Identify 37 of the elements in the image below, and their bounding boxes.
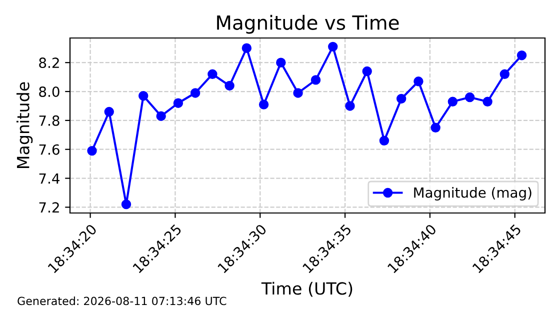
point <box>516 50 527 60</box>
point <box>87 146 97 156</box>
y-tick-label: 7.2 <box>39 202 59 212</box>
y-tick-label: 8.0 <box>39 86 60 97</box>
point <box>414 76 424 86</box>
point <box>121 199 132 210</box>
point <box>310 75 321 85</box>
y-tick-label: 7.6 <box>39 144 60 155</box>
point <box>224 80 234 91</box>
point <box>138 90 148 101</box>
point <box>208 69 218 80</box>
y-tick-label: 7.8 <box>39 115 60 126</box>
point <box>242 43 252 53</box>
point <box>258 100 269 110</box>
point <box>104 106 114 117</box>
text: Generated: 2026-08-11 07:13:46 UTC <box>18 296 226 306</box>
point <box>345 101 355 111</box>
point <box>276 58 286 68</box>
point <box>173 98 184 108</box>
y-tick-label: 8.2 <box>39 58 59 68</box>
y-tick-label: 7.4 <box>39 173 60 184</box>
chart-title: Magnitude vs Time <box>217 14 399 34</box>
point <box>156 111 166 121</box>
point <box>464 92 475 102</box>
point <box>482 96 492 106</box>
point <box>500 69 510 80</box>
point <box>362 66 372 76</box>
point <box>430 122 440 133</box>
point <box>328 42 338 52</box>
legend-label: Magnitude (mag) <box>414 187 532 200</box>
point <box>293 88 303 98</box>
point <box>396 94 406 104</box>
y-axis-title: Magnitude <box>16 82 33 168</box>
point <box>379 136 390 146</box>
x-axis-title: Time (UTC) <box>261 282 352 297</box>
point <box>190 88 200 98</box>
point <box>448 96 458 106</box>
